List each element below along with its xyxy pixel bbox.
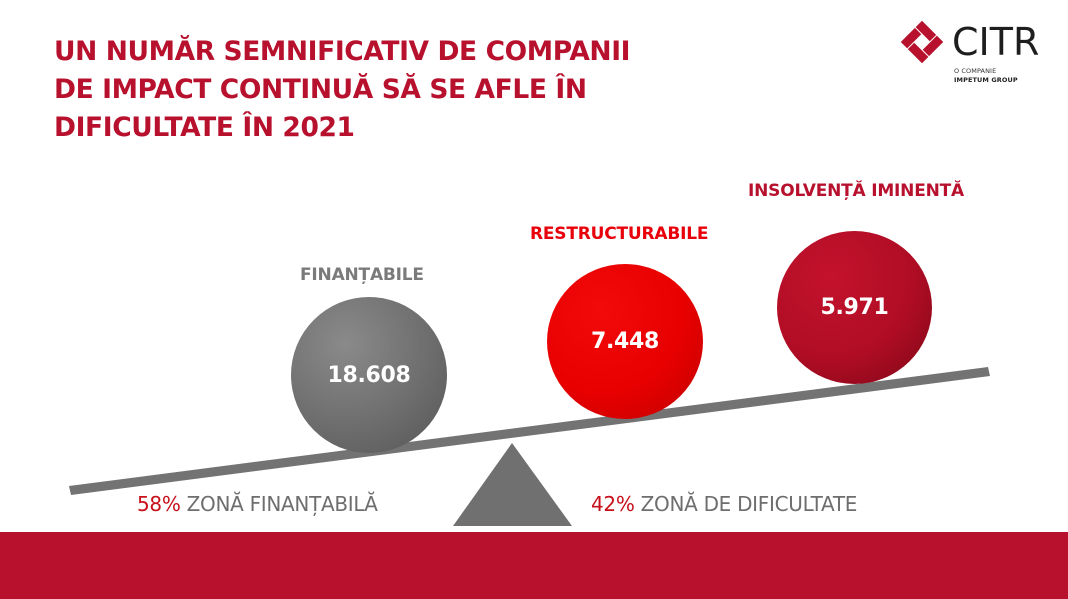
- ball-restructurabile: 7.448: [547, 264, 703, 419]
- scale-beam: [69, 367, 990, 495]
- fulcrum-triangle: [453, 443, 572, 526]
- zone-finantabila-text: ZONĂ FINANȚABILĂ: [186, 492, 378, 516]
- zone-dificultate-percent: 42%: [591, 492, 635, 516]
- slide-title: UN NUMĂR SEMNIFICATIV DE COMPANII DE IMP…: [54, 33, 631, 147]
- title-line-2: DE IMPACT CONTINUĂ SĂ SE AFLE ÎN: [54, 74, 587, 105]
- logo-subtitle-1: O COMPANIE: [954, 67, 997, 75]
- label-finantabile: FINANȚABILE: [300, 265, 424, 285]
- ball-finantabile: 18.608: [291, 297, 447, 453]
- logo-wordmark: CITR: [952, 20, 1040, 64]
- citr-logo: CITR O COMPANIE IMPETUM GROUP: [898, 18, 1058, 93]
- title-line-1: UN NUMĂR SEMNIFICATIV DE COMPANII: [54, 36, 631, 67]
- zone-dificultate-text: ZONĂ DE DIFICULTATE: [640, 492, 858, 516]
- zone-dificultate-caption: 42% ZONĂ DE DIFICULTATE: [591, 492, 857, 516]
- footer-bar: [0, 532, 1068, 599]
- zone-finantabila-caption: 58% ZONĂ FINANȚABILĂ: [137, 492, 378, 516]
- logo-subtitle-2: IMPETUM GROUP: [954, 76, 1018, 84]
- title-line-3: DIFICULTATE ÎN 2021: [54, 112, 355, 143]
- value-restructurabile: 7.448: [590, 329, 660, 354]
- label-restructurabile: RESTRUCTURABILE: [530, 224, 709, 244]
- ball-insolventa-iminenta: 5.971: [777, 231, 932, 384]
- zone-finantabila-percent: 58%: [137, 492, 181, 516]
- value-insolventa-iminenta: 5.971: [820, 295, 889, 320]
- label-insolventa-iminenta: INSOLVENȚĂ IMINENTĂ: [748, 181, 964, 201]
- citr-diamond-logo-icon: [900, 20, 944, 64]
- value-finantabile: 18.608: [327, 362, 411, 388]
